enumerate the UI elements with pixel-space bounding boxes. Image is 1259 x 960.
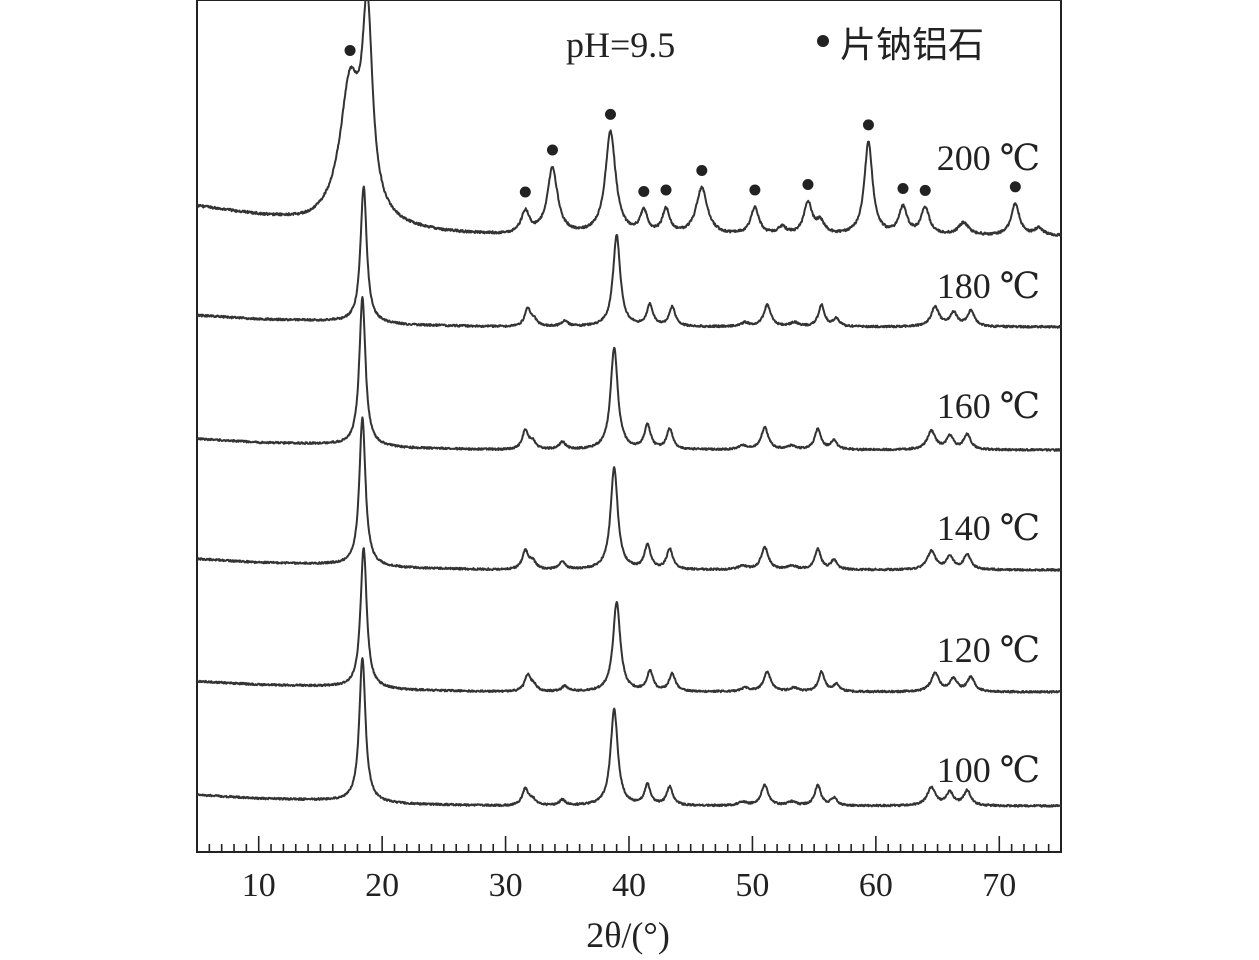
series-label: 100 ℃ [937, 750, 1040, 790]
x-tick-label: 40 [612, 867, 646, 904]
peak-marker [546, 144, 558, 156]
tick-layer: 10 20 30 40 50 60 70 [208, 836, 1050, 904]
series-label: 200 ℃ [937, 138, 1040, 178]
series-label-layer: 200 ℃ 180 ℃ 160 ℃ 140 ℃ 120 ℃ 100 ℃ [937, 138, 1040, 790]
marker-layer [344, 44, 1021, 198]
series-label: 120 ℃ [937, 630, 1040, 670]
series-line [196, 0, 1062, 237]
plot-frame [196, 0, 1062, 853]
peak-marker [638, 186, 650, 198]
peak-marker [344, 44, 356, 56]
x-tick-label: 50 [735, 867, 769, 904]
peak-marker [897, 183, 909, 195]
x-tick-label: 20 [365, 867, 399, 904]
series-line [196, 416, 1062, 572]
peak-marker [749, 184, 761, 196]
x-tick-label: 30 [489, 867, 523, 904]
peak-marker [862, 119, 874, 131]
plot-border [196, 0, 1062, 853]
series-line [196, 296, 1062, 452]
peak-marker [1009, 181, 1021, 193]
peak-marker [919, 184, 931, 196]
legend-label: 片钠铝石 [840, 25, 984, 65]
series-layer [196, 0, 1062, 808]
x-tick-label: 10 [242, 867, 276, 904]
series-line [196, 657, 1062, 808]
peak-marker [802, 178, 814, 190]
peak-marker [604, 108, 616, 120]
peak-marker [696, 165, 708, 177]
series-label: 180 ℃ [937, 266, 1040, 306]
series-line [196, 185, 1062, 329]
peak-marker [519, 186, 531, 198]
series-label: 140 ℃ [937, 508, 1040, 548]
peak-marker [660, 184, 672, 196]
x-tick-label: 60 [859, 867, 893, 904]
legend-marker [817, 35, 829, 47]
series-line [196, 547, 1062, 694]
x-axis-title: 2θ/(°) [586, 915, 670, 955]
ph-annotation: pH=9.5 [566, 25, 675, 65]
series-label: 160 ℃ [937, 386, 1040, 426]
x-tick-label: 70 [982, 867, 1016, 904]
